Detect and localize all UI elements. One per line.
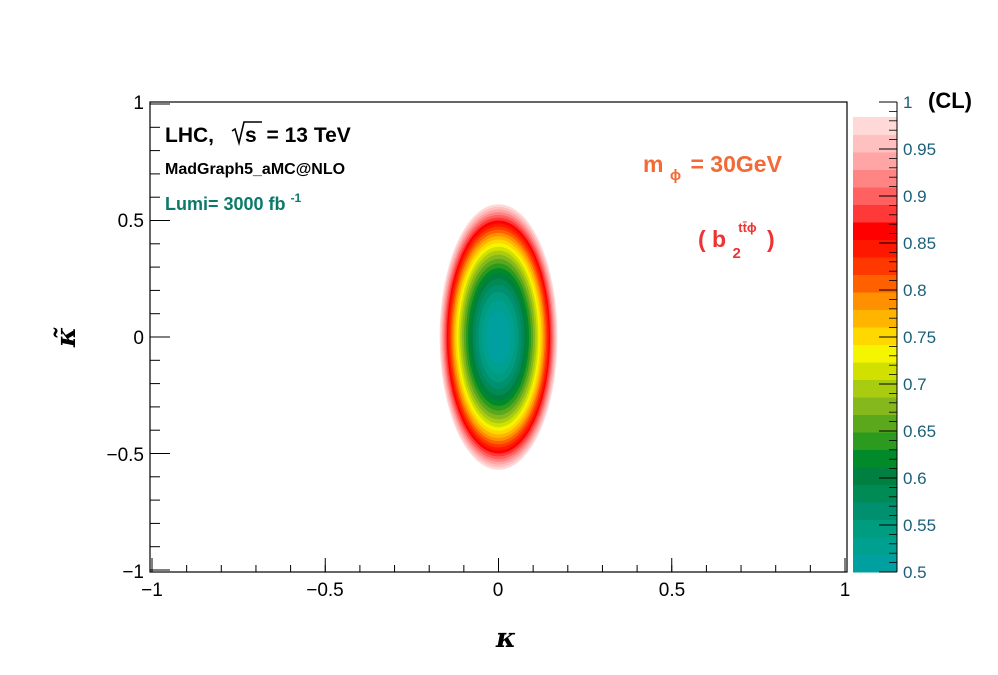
luminosity-exponent: -1: [291, 191, 302, 205]
colorbar-swatch: [853, 187, 897, 205]
colorbar-tick-label: 0.8: [903, 281, 927, 300]
x-axis-title: κ: [495, 623, 516, 654]
energy-sqrt-variable: s: [245, 124, 257, 147]
y-tick-label: 1: [133, 93, 144, 114]
colorbar-swatch: [853, 554, 897, 573]
colorbar-swatch: [853, 204, 897, 223]
x-tick-label: 0: [493, 580, 504, 601]
y-tick-label: −0.5: [106, 445, 144, 466]
generator-label: MadGraph5_aMC@NLO: [165, 161, 345, 178]
y-tick-label: 0: [133, 328, 144, 349]
colorbar-swatch: [853, 414, 897, 433]
sqrt-sign-icon: [231, 121, 262, 147]
colorbar-tick-label: 1: [903, 93, 912, 112]
colorbar-swatch: [853, 484, 897, 503]
colorbar-tick-label: 0.65: [903, 422, 936, 441]
colorbar-swatch: [853, 537, 897, 555]
colorbar-swatch: [853, 344, 897, 363]
mass-value: = 30GeV: [690, 151, 782, 177]
colorbar-swatch: [853, 239, 897, 258]
x-axis-ticks: [151, 558, 846, 572]
y-tick-label: −1: [122, 562, 144, 583]
colorbar-tick-label: 0.6: [903, 469, 927, 488]
colorbar-swatch: [853, 274, 897, 293]
mass-symbol: m: [643, 151, 663, 177]
experiment-label: LHC,: [165, 124, 214, 147]
energy-label: s = 13 TeV: [245, 124, 351, 147]
colorbar-swatch: [853, 152, 897, 170]
experiment-name: LHC,: [165, 124, 214, 147]
luminosity-label: Lumi= 3000 fb -1: [165, 191, 302, 214]
colorbar-labels: 0.5 0.55 0.6 0.65 0.7 0.75 0.8 0.85 0.9 0.95 1: [903, 93, 936, 582]
colorbar-swatch: [853, 432, 897, 450]
colorbar-tick-label: 0.95: [903, 140, 936, 159]
contour-group: [439, 204, 558, 470]
x-tick-label: 0.5: [659, 580, 685, 601]
colorbar-ticks: [879, 101, 898, 573]
colorbar-tick-label: 0.9: [903, 187, 927, 206]
colorbar-tick-label: 0.7: [903, 375, 927, 394]
colorbar-swatch: [853, 379, 897, 398]
coupling-subscript: 2: [733, 245, 741, 262]
colorbar-tick-label: 0.85: [903, 234, 936, 253]
colorbar-swatch: [853, 257, 897, 275]
y-tick-label: 0.5: [118, 211, 144, 232]
y-axis-title: κ̃: [51, 327, 82, 348]
x-tick-label: 1: [840, 580, 851, 601]
colorbar-swatch: [853, 134, 897, 153]
colorbar-tick-label: 0.5: [903, 563, 927, 582]
colorbar-swatch: [853, 362, 897, 380]
coupling-close: ): [767, 226, 775, 252]
x-tick-label: −1: [141, 580, 163, 601]
x-tick-label: −0.5: [306, 580, 344, 601]
colorbar-swatch: [853, 222, 897, 240]
colorbar-swatch: [853, 327, 897, 345]
coupling-superscript: tt̄ϕ: [738, 220, 757, 235]
contour-band: [486, 310, 511, 364]
colorbar: [853, 117, 897, 573]
colorbar-swatch: [853, 502, 897, 520]
colorbar-tick-label: 0.75: [903, 328, 936, 347]
colorbar-swatch: [853, 292, 897, 310]
colorbar-swatch: [853, 467, 897, 485]
colorbar-swatch: [853, 397, 897, 415]
colorbar-tick-label: 0.55: [903, 516, 936, 535]
colorbar-swatch: [853, 117, 897, 135]
colorbar-swatch: [853, 449, 897, 468]
energy-value: = 13 TeV: [267, 124, 351, 147]
coupling-open: ( b: [698, 226, 726, 252]
mass-label: m ϕ = 30GeV: [643, 151, 783, 185]
colorbar-swatch: [853, 169, 897, 188]
colorbar-title: (CL): [928, 88, 972, 113]
colorbar-swatch: [853, 519, 897, 538]
mass-subscript: ϕ: [670, 167, 681, 184]
y-axis-ticks: [150, 103, 170, 571]
colorbar-swatch: [853, 309, 897, 328]
luminosity-value: Lumi= 3000 fb: [165, 194, 286, 214]
coupling-label: ( b 2 tt̄ϕ ): [698, 211, 775, 263]
